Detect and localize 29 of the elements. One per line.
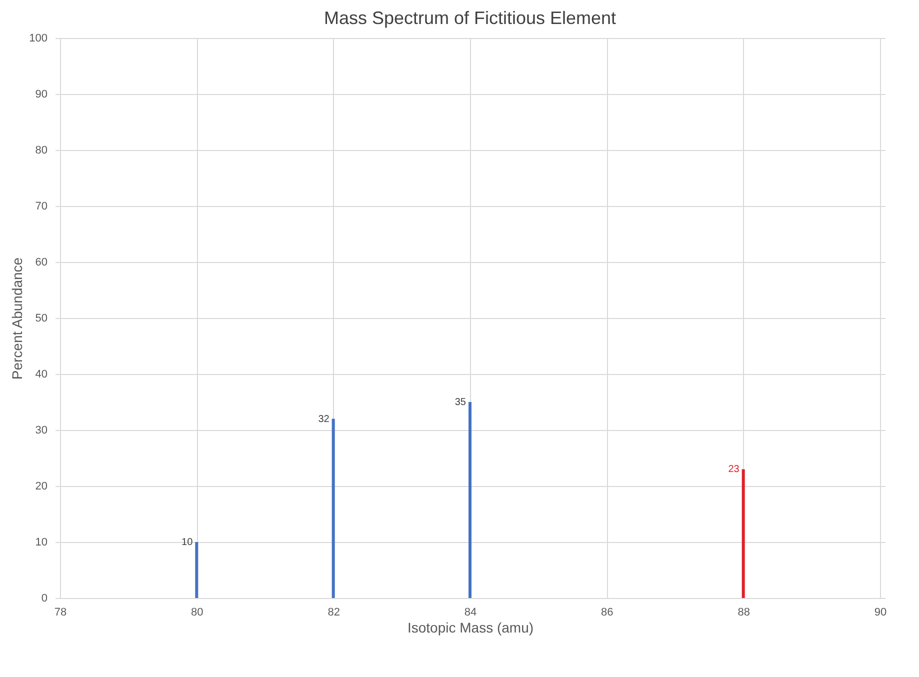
y-tick-label: 0 <box>41 592 48 604</box>
y-tick-label: 80 <box>35 144 48 156</box>
data-label: 32 <box>318 414 330 425</box>
bar <box>742 469 745 598</box>
y-tick-label: 100 <box>29 32 48 44</box>
x-tick-label: 80 <box>191 606 204 618</box>
y-tick-label: 70 <box>35 200 48 212</box>
y-tick-label: 60 <box>35 256 48 268</box>
x-tick-label: 88 <box>738 606 750 618</box>
y-tick-label: 40 <box>35 368 48 380</box>
y-tick-label: 30 <box>35 424 48 436</box>
y-axis-title: Percent Abundance <box>9 257 26 380</box>
bar <box>195 542 198 598</box>
y-tick-label: 20 <box>35 480 48 492</box>
y-tick-label: 10 <box>35 536 48 548</box>
y-tick-label: 50 <box>35 312 48 324</box>
chart-title: Mass Spectrum of Fictitious Element <box>324 8 616 28</box>
x-tick-label: 82 <box>328 606 340 618</box>
data-label: 10 <box>182 537 194 548</box>
x-tick-label: 78 <box>54 606 67 618</box>
data-label: 35 <box>454 397 466 408</box>
bar <box>332 418 335 598</box>
x-axis-title: Isotopic Mass (amu) <box>407 620 534 636</box>
x-tick-label: 90 <box>874 606 887 618</box>
bar <box>468 402 472 598</box>
data-label: 23 <box>728 464 740 476</box>
x-tick-label: 86 <box>601 606 614 618</box>
y-tick-label: 90 <box>35 88 48 100</box>
x-tick-label: 84 <box>464 606 477 618</box>
